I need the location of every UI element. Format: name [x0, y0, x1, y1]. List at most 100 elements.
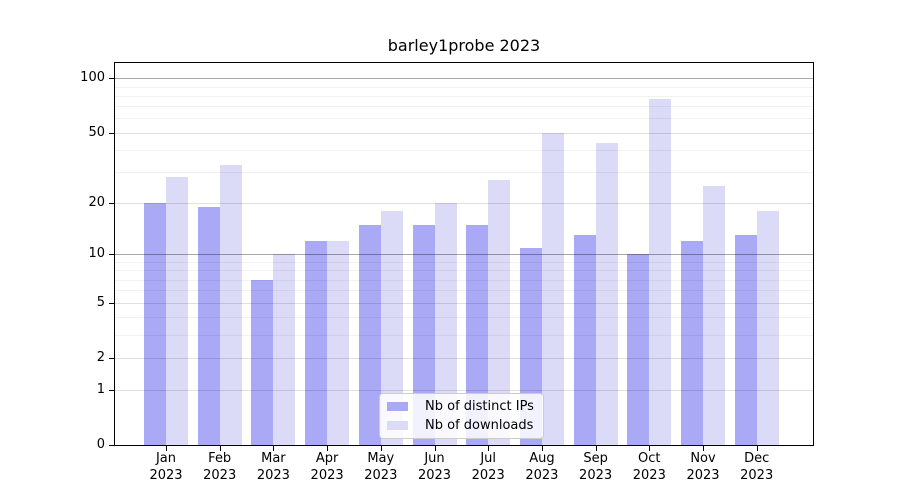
- y-tick-mark: [109, 302, 114, 304]
- x-tick-year: 2023: [149, 467, 183, 483]
- legend-label-downloads: Nb of downloads: [425, 417, 534, 433]
- gridline-minor: [115, 290, 813, 292]
- x-tick-year: 2023: [686, 467, 720, 483]
- x-tick-month: Oct: [638, 451, 661, 466]
- grid-layer: [115, 63, 813, 445]
- y-tick-mark: [109, 78, 114, 80]
- x-tick-month: Mar: [261, 451, 286, 466]
- x-tick-label-jun: Jun 2023: [405, 451, 465, 484]
- x-tick-month: Sep: [583, 451, 608, 466]
- y-tick-mark: [109, 254, 114, 256]
- bar-distinct-ips-nov: [681, 241, 703, 445]
- gridline-2: [115, 357, 813, 359]
- y-tick-label-1: 1: [96, 381, 105, 397]
- x-tick-mark: [273, 446, 275, 451]
- gridline-20: [115, 203, 813, 204]
- y-tick-label-5: 5: [96, 294, 105, 310]
- x-tick-label-aug: Aug 2023: [512, 451, 572, 484]
- legend-swatch-distinct-ips: [387, 402, 408, 411]
- x-tick-year: 2023: [256, 467, 290, 483]
- y-tick-label-20: 20: [88, 195, 105, 210]
- gridline-minor: [115, 149, 813, 151]
- x-tick-mark: [434, 446, 436, 451]
- x-tick-month: May: [367, 451, 395, 466]
- x-tick-mark: [380, 446, 382, 451]
- x-tick-month: Feb: [208, 451, 232, 466]
- x-tick-label-nov: Nov 2023: [673, 451, 733, 484]
- x-tick-month: Jan: [155, 451, 177, 466]
- x-tick-mark: [703, 446, 704, 451]
- bar-distinct-ips-mar: [251, 279, 274, 445]
- x-tick-mark: [327, 446, 329, 451]
- x-tick-mark: [649, 446, 651, 451]
- x-tick-mark: [488, 446, 490, 451]
- gridline-50: [115, 132, 813, 134]
- x-tick-year: 2023: [579, 467, 613, 483]
- x-tick-month: Aug: [529, 451, 555, 466]
- x-tick-year: 2023: [417, 467, 452, 483]
- gridline-100: [115, 78, 813, 80]
- x-tick-label-apr: Apr 2023: [297, 451, 357, 484]
- y-tick-label-0: 0: [96, 437, 105, 452]
- gridline-minor: [115, 118, 813, 120]
- bar-downloads-aug: [541, 132, 564, 445]
- gridline-minor: [115, 317, 813, 319]
- bar-downloads-apr: [327, 241, 350, 445]
- bar-downloads-mar: [273, 254, 296, 445]
- gridline-minor: [115, 334, 813, 336]
- legend-item-downloads: Nb of downloads: [387, 417, 534, 434]
- legend: Nb of distinct IPs Nb of downloads: [379, 393, 544, 439]
- y-tick-mark: [109, 445, 114, 446]
- y-tick-mark: [109, 389, 114, 391]
- legend-swatch-downloads: [387, 421, 408, 430]
- x-tick-month: Jun: [424, 451, 445, 466]
- y-tick-label-100: 100: [80, 70, 105, 86]
- x-tick-year: 2023: [203, 467, 237, 483]
- bar-downloads-sep: [595, 142, 618, 445]
- y-tick-mark: [109, 357, 114, 359]
- bar-distinct-ips-feb: [197, 206, 220, 445]
- gridline-5: [115, 302, 813, 304]
- x-tick-label-oct: Oct 2023: [619, 451, 679, 484]
- y-tick-mark: [109, 132, 114, 134]
- x-tick-label-jul: Jul 2023: [458, 451, 518, 484]
- bar-distinct-ips-apr: [305, 241, 328, 445]
- bar-downloads-oct: [649, 98, 672, 445]
- gridline-minor: [115, 95, 813, 97]
- x-tick-mark: [219, 446, 221, 451]
- bar-downloads-nov: [703, 186, 725, 445]
- x-tick-label-sep: Sep 2023: [566, 451, 626, 484]
- legend-label-distinct-ips: Nb of distinct IPs: [425, 398, 534, 414]
- legend-item-distinct-ips: Nb of distinct IPs: [387, 398, 534, 415]
- x-tick-year: 2023: [471, 467, 505, 483]
- x-tick-month: Apr: [315, 451, 339, 466]
- gridline-minor: [115, 172, 813, 174]
- bar-distinct-ips-dec: [734, 235, 757, 445]
- x-tick-mark: [166, 446, 167, 451]
- bar-distinct-ips-jan: [144, 203, 166, 445]
- x-tick-mark: [756, 446, 758, 451]
- x-tick-month: Dec: [744, 451, 770, 466]
- y-tick-label-2: 2: [96, 349, 105, 365]
- gridline-minor: [115, 279, 813, 281]
- bar-distinct-ips-oct: [627, 254, 650, 445]
- x-tick-month: Nov: [690, 451, 716, 466]
- plot-area: Nb of distinct IPs Nb of downloads: [114, 62, 814, 446]
- gridline-10: [115, 254, 813, 256]
- x-tick-label-mar: Mar 2023: [243, 451, 303, 484]
- y-tick-label-50: 50: [88, 124, 105, 140]
- x-tick-mark: [541, 446, 543, 451]
- y-tick-mark: [109, 203, 114, 204]
- x-tick-year: 2023: [740, 467, 774, 483]
- x-tick-label-dec: Dec 2023: [727, 451, 787, 484]
- gridline-1: [115, 389, 813, 391]
- bars-layer: [115, 63, 813, 445]
- y-tick-label-10: 10: [88, 246, 105, 262]
- x-tick-year: 2023: [632, 467, 666, 483]
- gridline-minor: [115, 86, 813, 88]
- gridline-minor: [115, 262, 813, 263]
- bar-downloads-feb: [219, 164, 242, 445]
- x-tick-mark: [595, 446, 597, 451]
- bar-downloads-dec: [756, 211, 779, 445]
